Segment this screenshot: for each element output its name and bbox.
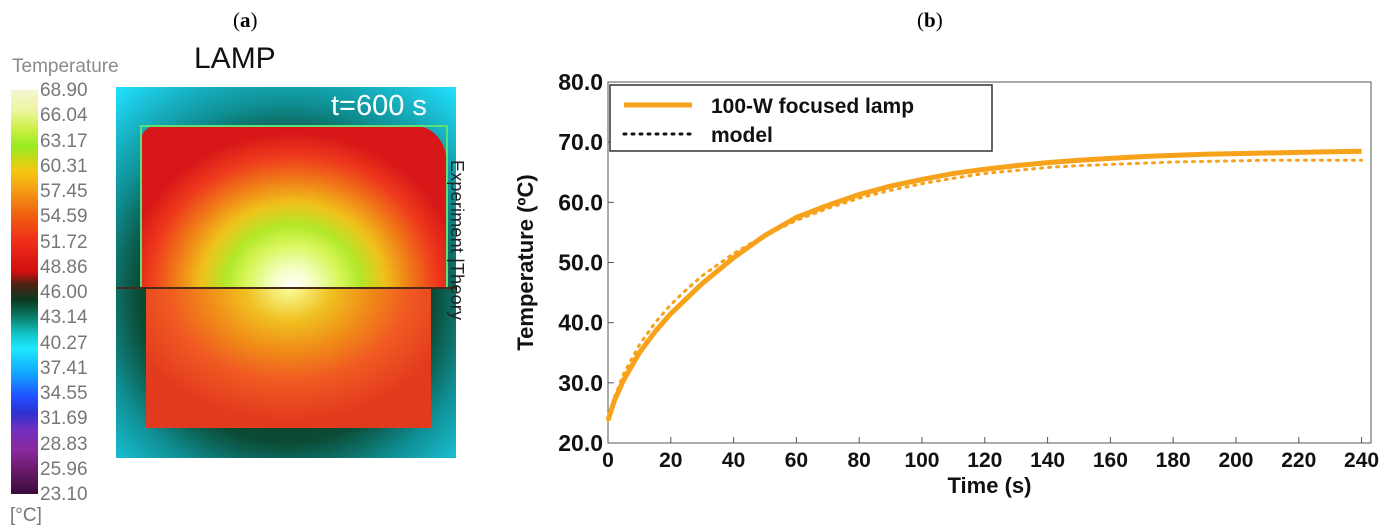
legend-label: 100-W focused lamp	[711, 95, 914, 118]
x-tick-label: 220	[1281, 449, 1316, 472]
colorbar-tick-label: 60.31	[40, 155, 88, 177]
series-line-2	[606, 158, 1364, 422]
side-label-theory: Theory	[447, 262, 467, 321]
colorbar	[11, 90, 38, 494]
colorbar-tick-label: 31.69	[40, 408, 88, 430]
x-tick-label: 240	[1344, 449, 1379, 472]
x-tick-label: 140	[1030, 449, 1065, 472]
colorbar-tick-label: 25.96	[40, 458, 88, 480]
colorbar-tick-label: 48.86	[40, 256, 88, 278]
colorbar-tick-label: 57.45	[40, 181, 88, 202]
y-tick-label: 50.0	[558, 250, 603, 276]
temperature-chart: 0 20 40 60 80 100 120 140 160 180 200 220 240 20.0 30.…	[513, 69, 1379, 498]
time-label: t=600 s	[331, 90, 427, 122]
colorbar-tick-label: 40.27	[40, 332, 88, 354]
x-tick-label: 60	[785, 449, 808, 472]
x-tick-label: 80	[848, 449, 871, 472]
x-tick-label: 160	[1093, 449, 1128, 472]
heatmap-theory-half	[146, 288, 431, 428]
colorbar-tick-label: 46.00	[40, 282, 88, 303]
colorbar-tick-label: 68.90	[40, 80, 88, 101]
colorbar-tick-label: 34.55	[40, 383, 88, 404]
colorbar-tick-label: 23.10	[40, 484, 88, 505]
side-label: Experiment |Theory	[446, 160, 467, 320]
legend-label: model	[711, 124, 773, 147]
y-tick-label: 70.0	[558, 129, 603, 155]
heatmap-image: t=600 s	[116, 87, 456, 458]
panel-a-label: (a)	[233, 8, 258, 32]
x-tick-label: 180	[1156, 449, 1191, 472]
x-tick-label: 40	[722, 449, 745, 472]
heatmap-title: LAMP	[194, 42, 276, 75]
x-tick-label: 120	[967, 449, 1002, 472]
colorbar-title: Temperature	[12, 56, 119, 77]
x-axis-label: Time (s)	[948, 473, 1032, 498]
colorbar-tick-label: 37.41	[40, 357, 88, 379]
legend-box	[609, 84, 993, 152]
y-tick-label: 30.0	[558, 370, 603, 396]
colorbar-tick-label: 54.59	[40, 206, 88, 228]
x-tick-label: 100	[904, 449, 939, 472]
colorbar-tick-label: 66.04	[40, 105, 88, 127]
colorbar-tick-label: 28.83	[40, 433, 88, 455]
side-label-experiment: Experiment	[447, 160, 467, 254]
x-tick-label: 20	[659, 449, 682, 472]
y-axis-label: Temperature (ºC)	[513, 174, 538, 350]
series-line-1	[605, 148, 1362, 421]
heatmap-divider	[116, 287, 456, 289]
colorbar-tick-label: 63.17	[40, 130, 88, 152]
colorbar-tick-label: 43.14	[40, 307, 88, 329]
colorbar-unit: [°C]	[10, 505, 42, 526]
heatmap-sample-outline	[140, 125, 448, 287]
colorbar-tick-label: 51.72	[40, 231, 88, 253]
y-tick-label: 20.0	[558, 430, 603, 456]
x-tick-label: 0	[602, 449, 614, 472]
panel-b-label: (b)	[917, 8, 943, 32]
heatmap-experiment-half	[140, 125, 446, 287]
x-tick-label: 200	[1218, 449, 1253, 472]
y-tick-label: 80.0	[558, 69, 603, 95]
y-tick-label: 60.0	[558, 189, 603, 215]
y-tick-label: 40.0	[558, 310, 603, 336]
